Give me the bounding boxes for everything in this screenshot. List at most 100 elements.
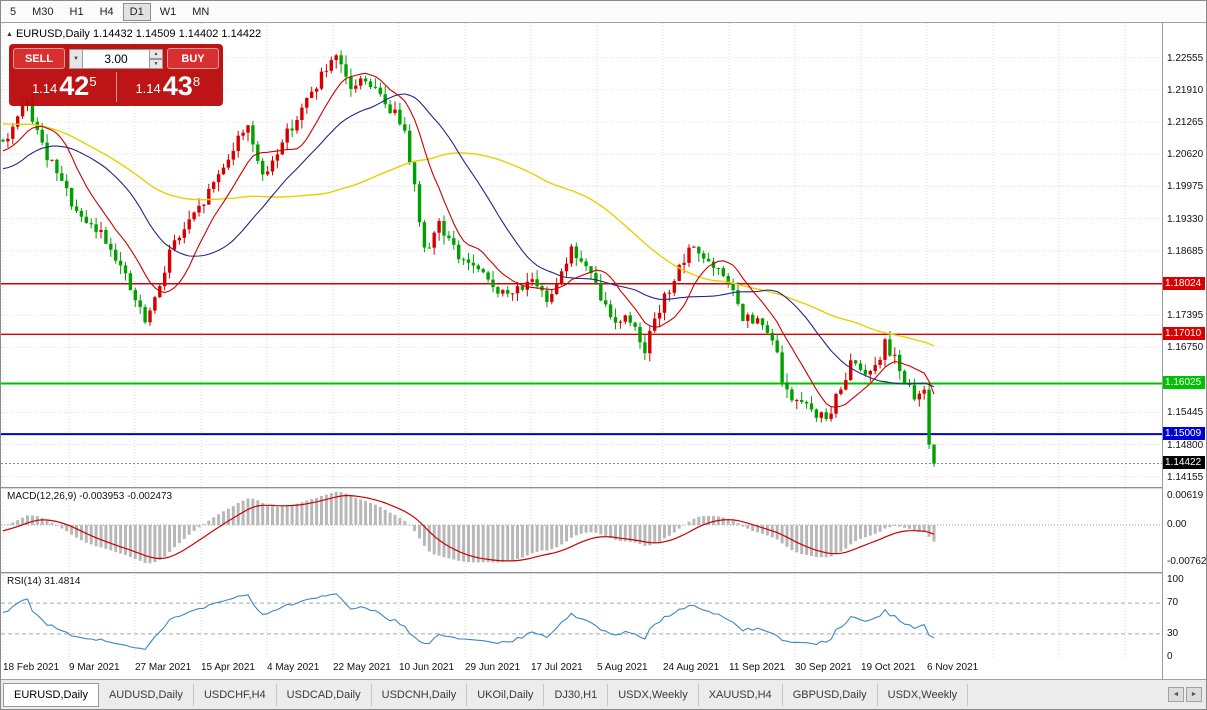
candle-body — [481, 269, 485, 273]
candle-body — [883, 339, 887, 360]
price-tick-label: 1.19330 — [1167, 213, 1204, 225]
candle-body — [662, 293, 667, 313]
candle-body — [265, 171, 270, 175]
candle-body — [471, 262, 476, 266]
candle-body — [657, 312, 662, 319]
chart-tab-ukoil-daily[interactable]: UKOil,Daily — [467, 683, 545, 706]
candle-body — [50, 159, 54, 161]
level-price-label: 1.15009 — [1163, 427, 1205, 441]
volume-up-button[interactable]: ▲ — [150, 48, 163, 59]
date-tick-label: 17 Jul 2021 — [531, 662, 583, 673]
candle-body — [172, 240, 177, 250]
collapse-triangle-icon[interactable]: ▲ — [6, 31, 13, 38]
candle-body — [692, 246, 696, 248]
candle-body — [412, 162, 417, 185]
rsi-axis-label: 70 — [1167, 597, 1179, 609]
volume-input[interactable]: 3.00 — [83, 48, 150, 69]
chart-tab-gbpusd-daily[interactable]: GBPUSD,Daily — [783, 683, 878, 706]
candle-body — [594, 273, 598, 283]
volume-down-button[interactable]: ▼ — [150, 58, 163, 69]
tabs-scroll-right-button[interactable]: ► — [1186, 687, 1202, 702]
rsi-pane-separator[interactable] — [1, 572, 1206, 574]
date-tick-label: 15 Apr 2021 — [201, 662, 255, 673]
chart-tab-dj30-h1[interactable]: DJ30,H1 — [544, 683, 609, 706]
candle-body — [275, 154, 280, 161]
timeframe-button-h1[interactable]: H1 — [69, 5, 84, 18]
price-tick-label: 1.14155 — [1167, 471, 1204, 483]
buy-price-big: 43 — [162, 71, 193, 101]
candle-body — [510, 293, 515, 295]
candle-body — [457, 244, 461, 260]
candle-body — [809, 403, 814, 410]
chart-tab-usdcnh-daily[interactable]: USDCNH,Daily — [372, 683, 468, 706]
macd-signal-line — [2, 494, 935, 562]
candle-body — [873, 365, 877, 371]
timeframe-button-w1[interactable]: W1 — [159, 5, 177, 18]
candle-body — [30, 99, 35, 122]
candle-body — [760, 318, 765, 326]
chart-tab-usdx-weekly[interactable]: USDX,Weekly — [608, 683, 699, 706]
candle-body — [65, 180, 69, 189]
candle-body — [305, 97, 309, 108]
candle-body — [888, 339, 892, 356]
sell-button[interactable]: SELL — [13, 48, 65, 69]
timeframe-button-d1[interactable]: D1 — [122, 2, 151, 21]
candle-body — [329, 60, 333, 71]
candle-body — [368, 81, 373, 87]
macd-pane-separator[interactable] — [1, 487, 1206, 489]
candle-body — [261, 160, 265, 175]
volume-dropdown-button[interactable]: ▼ — [69, 48, 83, 69]
buy-price[interactable]: 1.14 43 8 — [115, 71, 220, 102]
candle-body — [182, 229, 186, 238]
candle-body — [643, 342, 647, 354]
candle-body — [226, 159, 231, 168]
candle-body — [192, 212, 196, 220]
candle-body — [780, 352, 784, 383]
chart-area: ▲ EURUSD,Daily 1.14432 1.14509 1.14402 1.… — [1, 23, 1206, 679]
candle-body — [711, 261, 716, 268]
rsi-axis-label: 0 — [1167, 651, 1173, 662]
candle-body — [231, 151, 235, 160]
candle-body — [648, 330, 652, 354]
candle-body — [653, 318, 657, 331]
candle-body — [672, 281, 676, 293]
candle-body — [716, 268, 721, 269]
candle-body — [461, 259, 466, 261]
price-tick-label: 1.14800 — [1167, 439, 1204, 451]
candle-body — [383, 94, 387, 105]
candle-body — [525, 281, 529, 290]
date-tick-label: 27 Mar 2021 — [135, 662, 192, 673]
candle-body — [251, 125, 255, 145]
level-price-label: 1.16025 — [1163, 376, 1205, 390]
chart-tab-audusd-daily[interactable]: AUDUSD,Daily — [99, 683, 194, 706]
candle-body — [285, 128, 289, 143]
candle-body — [6, 138, 10, 142]
chart-tab-usdx-weekly[interactable]: USDX,Weekly — [878, 683, 969, 706]
chart-tab-usdcad-daily[interactable]: USDCAD,Daily — [277, 683, 372, 706]
chart-tab-xauusd-h4[interactable]: XAUUSD,H4 — [699, 683, 783, 706]
price-chart-canvas[interactable] — [1, 23, 1162, 679]
candle-body — [1, 139, 5, 142]
chart-tab-usdchf-h4[interactable]: USDCHF,H4 — [194, 683, 277, 706]
sell-price[interactable]: 1.14 42 5 — [13, 72, 116, 102]
candle-body — [422, 222, 427, 248]
candle-body — [697, 246, 701, 254]
tabs-scroll-left-button[interactable]: ◄ — [1168, 687, 1184, 702]
timeframe-button-mn[interactable]: MN — [192, 5, 210, 18]
chart-tab-eurusd-daily[interactable]: EURUSD,Daily — [3, 682, 99, 707]
price-axis[interactable]: 1.22555 1.21910 1.21265 1.20620 1.19975 1.193… — [1162, 23, 1206, 679]
candle-body — [751, 314, 755, 324]
buy-button[interactable]: BUY — [167, 48, 219, 69]
ma-fast-line — [2, 72, 935, 408]
candle-body — [74, 206, 79, 211]
candle-body — [167, 249, 172, 273]
candle-body — [922, 389, 926, 394]
timeframe-button-m30[interactable]: M30 — [32, 5, 54, 18]
candle-body — [770, 332, 774, 341]
candle-body — [197, 205, 201, 213]
candle-body — [491, 279, 495, 288]
timeframe-button-5[interactable]: 5 — [10, 5, 17, 18]
candle-body — [731, 283, 735, 291]
candle-body — [604, 300, 608, 305]
timeframe-button-h4[interactable]: H4 — [99, 5, 114, 18]
